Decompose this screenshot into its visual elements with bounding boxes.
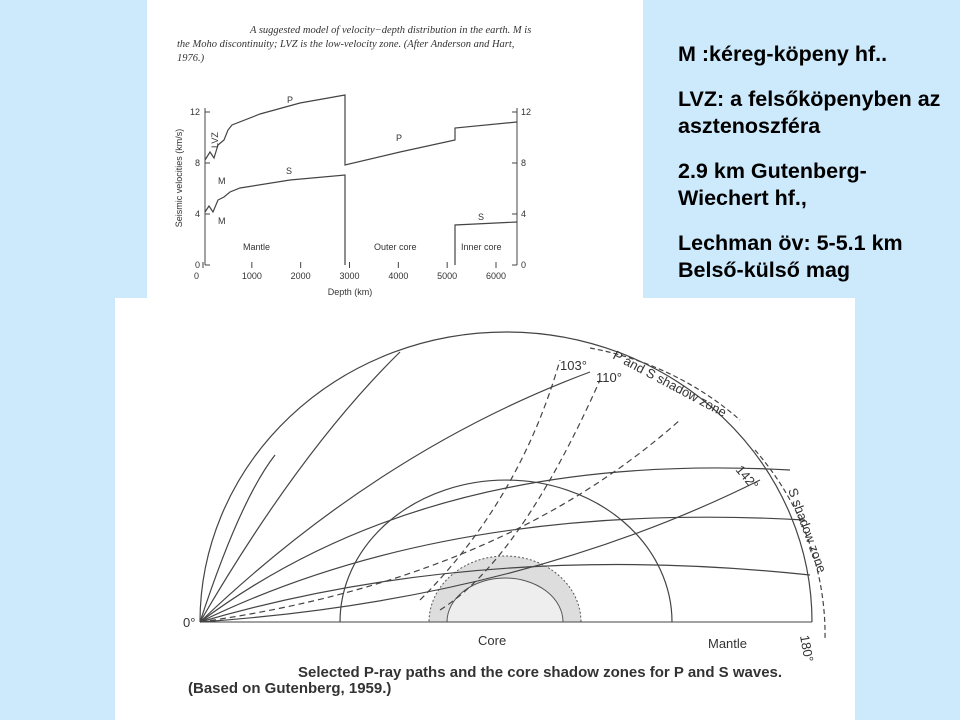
s-curve — [204, 174, 346, 265]
shadow-zone-arc — [589, 347, 741, 421]
ray — [419, 359, 561, 601]
earth-outline — [199, 331, 813, 623]
caption: A suggested model of velocity−depth dist… — [249, 25, 531, 36]
angle-label: 0° — [183, 615, 195, 630]
x-tick-label: 5000 — [437, 271, 457, 281]
y-tick-label: 4 — [195, 209, 200, 219]
label: LVZ — [210, 132, 220, 148]
x-tick-label: 3000 — [339, 271, 359, 281]
ray — [199, 516, 806, 623]
mask — [300, 622, 720, 702]
caption: 1976.) — [177, 53, 205, 64]
s-inner-curve — [454, 221, 518, 265]
y2-tick-label: 0 — [521, 260, 526, 270]
text-line: LVZ: a felsőköpenyben az asztenoszféra — [678, 87, 941, 138]
y-axis-label: Seismic velocities (km/s) — [174, 129, 184, 228]
text-line: 2.9 km Gutenberg-Wiechert hf., — [678, 159, 867, 210]
y-tick-label: 12 — [190, 107, 200, 117]
x-tick-label: 1000 — [242, 271, 262, 281]
y-tick-label: 0 — [195, 260, 200, 270]
label: M — [218, 216, 226, 226]
ray-diagram: 0° 103° 110° 142° 180° P and S shadow zo… — [183, 331, 830, 702]
label: S — [478, 212, 484, 222]
label: P — [287, 95, 293, 105]
label: Core — [478, 633, 506, 648]
ray — [439, 379, 601, 611]
figure-top-bg — [147, 0, 643, 298]
label: Mantle — [708, 636, 747, 651]
x-axis-label: Depth (km) — [328, 287, 373, 297]
core-outline — [339, 479, 673, 623]
angle-label: 180° — [797, 634, 816, 663]
label: P — [396, 133, 402, 143]
label: Inner core — [461, 242, 502, 252]
ray — [199, 371, 591, 623]
slide-text: M :kéreg-köpeny hf.. LVZ: a felsőköpenyb… — [678, 41, 953, 302]
text-line: Lechman öv: 5-5.1 km Belső-külső mag — [678, 231, 903, 282]
shadow-zone-arc — [754, 449, 826, 641]
text-line: M :kéreg-köpeny hf.. — [678, 42, 888, 66]
caption: Selected P-ray paths and the core shadow… — [298, 664, 782, 681]
x-tick-label: 2000 — [291, 271, 311, 281]
caption: the Moho discontinuity; LVZ is the low-v… — [177, 39, 514, 50]
y2-tick-label: 8 — [521, 158, 526, 168]
ray — [199, 454, 276, 623]
label: Outer core — [374, 242, 417, 252]
caption: (Based on Gutenberg, 1959.) — [188, 680, 391, 697]
p-curve — [204, 94, 518, 166]
ray — [199, 479, 761, 623]
ray — [199, 467, 791, 623]
y-tick-label: 8 — [195, 158, 200, 168]
label: M — [218, 176, 226, 186]
label: Mantle — [243, 242, 270, 252]
x-tick-label: 0 — [194, 271, 199, 281]
angle-label: 103° — [560, 358, 587, 373]
label: S — [286, 166, 292, 176]
y2-tick-label: 4 — [521, 209, 526, 219]
angle-label: 110° — [596, 370, 622, 385]
ray — [199, 419, 681, 623]
x-tick-label: 6000 — [486, 271, 506, 281]
ray — [199, 351, 401, 623]
y2-tick-label: 12 — [521, 107, 531, 117]
ray — [199, 563, 811, 623]
axes: Seismic velocities (km/s) Depth (km) 0 04… — [174, 107, 531, 297]
x-tick-label: 4000 — [388, 271, 408, 281]
